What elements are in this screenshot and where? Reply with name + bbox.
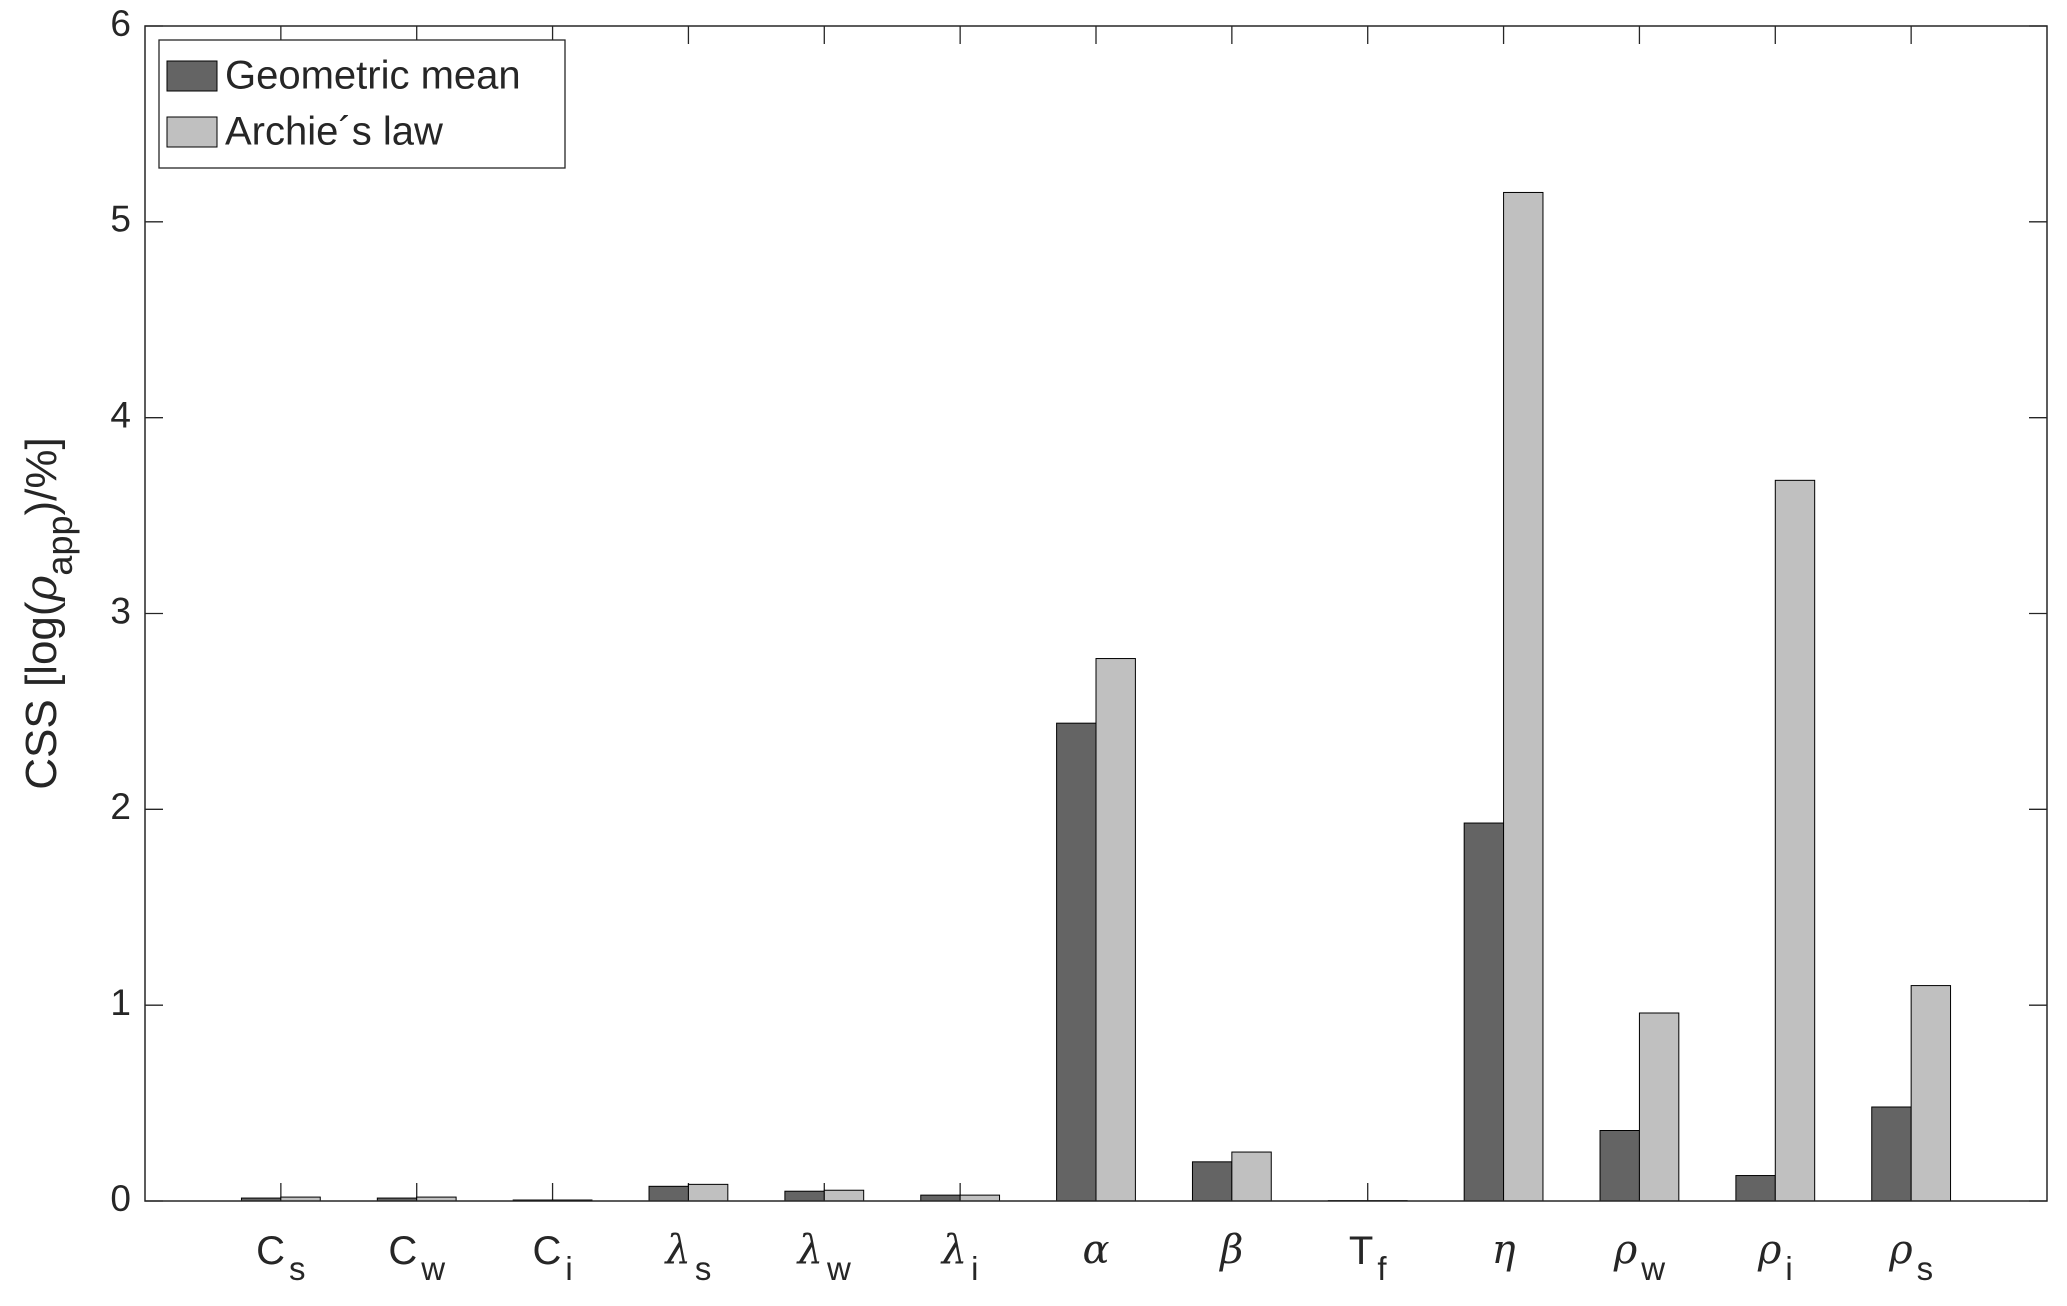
y-label-part: )/%] xyxy=(17,437,66,515)
bar xyxy=(1463,822,1505,1202)
axes-frame xyxy=(144,25,2048,1202)
category-symbol: ρ xyxy=(1757,1227,1782,1273)
y-tick-label: 1 xyxy=(110,982,131,1023)
category-symbol: λ xyxy=(940,1227,967,1273)
bar xyxy=(1774,479,1816,1202)
y-tick-label: 3 xyxy=(110,590,131,631)
bar xyxy=(1599,1130,1640,1202)
category-subscript: w xyxy=(420,1250,445,1287)
bar xyxy=(920,1194,961,1202)
y-tick-label: 4 xyxy=(110,394,131,435)
category-symbol: C xyxy=(256,1229,285,1273)
legend-label: Archie´s law xyxy=(225,110,443,154)
category-symbol: β xyxy=(1218,1227,1243,1273)
y-tick-label: 2 xyxy=(110,786,131,827)
bar xyxy=(1191,1161,1233,1202)
category-subscript: f xyxy=(1377,1250,1387,1287)
bar xyxy=(823,1189,865,1202)
y-label-part: ρ xyxy=(16,575,67,602)
bar xyxy=(1503,191,1544,1202)
category-symbol: λ xyxy=(663,1227,690,1273)
bar xyxy=(1871,1106,1912,1202)
category-symbol: α xyxy=(1082,1227,1109,1273)
bar xyxy=(648,1185,689,1202)
legend-box xyxy=(158,39,566,169)
bar xyxy=(687,1183,729,1202)
category-symbol: λ xyxy=(796,1227,823,1273)
category-subscript: i xyxy=(971,1250,978,1287)
category-symbol: T xyxy=(1349,1229,1373,1273)
y-axis-label: CSS [log(ρapp)/%] xyxy=(16,437,80,789)
bar xyxy=(1231,1151,1272,1202)
legend-label: Geometric mean xyxy=(225,54,521,98)
legend-swatch xyxy=(166,116,218,148)
y-tick-label: 5 xyxy=(110,199,131,240)
category-symbol: C xyxy=(532,1229,561,1273)
x-tick-label: η xyxy=(1492,1227,1516,1273)
category-subscript: s xyxy=(695,1250,712,1287)
category-subscript: s xyxy=(289,1250,306,1287)
category-subscript: i xyxy=(1785,1250,1792,1287)
bar xyxy=(1735,1175,1776,1202)
bar xyxy=(959,1194,1001,1202)
category-symbol: η xyxy=(1492,1227,1516,1273)
category-subscript: s xyxy=(1917,1250,1934,1287)
bar xyxy=(1056,722,1097,1202)
y-label-part: CSS [log( xyxy=(17,601,66,790)
y-tick-label: 0 xyxy=(110,1178,131,1219)
category-symbol: C xyxy=(388,1229,417,1273)
category-subscript: w xyxy=(1640,1250,1665,1287)
x-tick-label: α xyxy=(1082,1227,1109,1273)
y-tick-label: 6 xyxy=(110,3,131,44)
category-subscript: i xyxy=(565,1250,572,1287)
category-symbol: ρ xyxy=(1613,1227,1638,1273)
y-label-part: app xyxy=(39,515,80,575)
legend-swatch xyxy=(166,60,218,92)
bar xyxy=(1638,1012,1680,1202)
bar xyxy=(1095,658,1136,1202)
bar xyxy=(784,1190,825,1202)
bar xyxy=(1910,985,1952,1202)
x-tick-label: β xyxy=(1218,1227,1243,1273)
category-symbol: ρ xyxy=(1888,1227,1913,1273)
category-subscript: w xyxy=(826,1250,851,1287)
